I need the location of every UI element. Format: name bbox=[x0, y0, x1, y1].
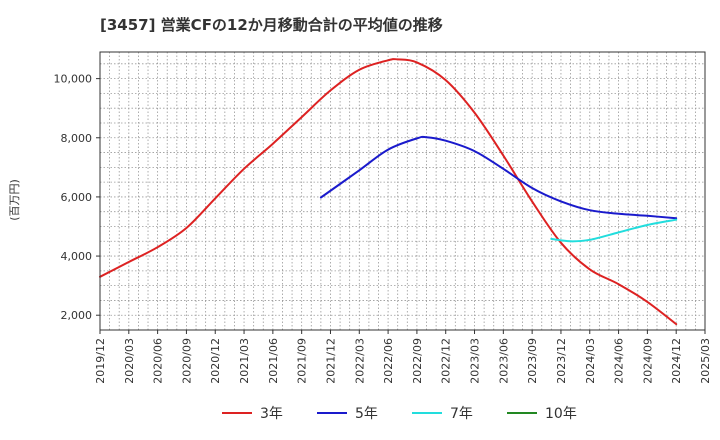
x-tick-label: 2023/09 bbox=[526, 338, 539, 384]
y-axis: 2,000 4,000 6,000 8,000 10,000 bbox=[54, 73, 100, 322]
legend-label-3: 7年 bbox=[450, 406, 473, 422]
x-tick-label: 2020/12 bbox=[209, 338, 222, 384]
x-tick-label: 2025/03 bbox=[699, 338, 712, 384]
x-tick-label: 2022/06 bbox=[382, 338, 395, 384]
x-tick-label: 2022/12 bbox=[440, 338, 453, 384]
x-tick-label: 2024/09 bbox=[641, 338, 654, 384]
x-tick-label: 2023/12 bbox=[555, 338, 568, 384]
y-tick-label: 8,000 bbox=[61, 132, 93, 145]
x-tick-label: 2024/03 bbox=[584, 338, 597, 384]
x-tick-label: 2020/09 bbox=[180, 338, 193, 384]
y-axis-label: (百万円) bbox=[8, 179, 21, 221]
x-tick-label: 2024/06 bbox=[613, 338, 626, 384]
x-tick-label: 2021/06 bbox=[267, 338, 280, 384]
legend-label-1: 3年 bbox=[260, 406, 283, 422]
chart-title: [3457] 営業CFの12か月移動合計の平均値の推移 bbox=[100, 16, 443, 34]
grid bbox=[100, 52, 705, 330]
x-tick-label: 2022/03 bbox=[353, 338, 366, 384]
y-tick-label: 2,000 bbox=[61, 309, 93, 322]
y-tick-label: 6,000 bbox=[61, 191, 93, 204]
plot-frame bbox=[99, 51, 706, 331]
legend-label-2: 5年 bbox=[355, 406, 378, 422]
x-tick-label: 2024/12 bbox=[670, 338, 683, 384]
x-axis: 2019/12 2020/03 2020/06 2020/09 2020/12 2021/… bbox=[94, 330, 712, 384]
x-tick-label: 2020/06 bbox=[152, 338, 165, 384]
x-tick-label: 2020/03 bbox=[123, 338, 136, 384]
series-line-1 bbox=[99, 58, 678, 326]
series-line-3 bbox=[550, 218, 678, 243]
y-tick-label: 4,000 bbox=[61, 250, 93, 263]
x-tick-label: 2022/09 bbox=[411, 338, 424, 384]
legend: 3年 5年 7年 10年 bbox=[222, 406, 577, 422]
x-tick-label: 2021/09 bbox=[296, 338, 309, 384]
x-tick-label: 2021/12 bbox=[324, 338, 337, 384]
x-tick-label: 2021/03 bbox=[238, 338, 251, 384]
x-tick-label: 2023/06 bbox=[497, 338, 510, 384]
x-tick-label: 2019/12 bbox=[94, 338, 107, 384]
series-line-2 bbox=[319, 135, 678, 220]
y-tick-label: 10,000 bbox=[54, 73, 93, 86]
x-tick-label: 2023/03 bbox=[469, 338, 482, 384]
series-lines bbox=[99, 58, 678, 326]
legend-label-4: 10年 bbox=[545, 406, 577, 422]
